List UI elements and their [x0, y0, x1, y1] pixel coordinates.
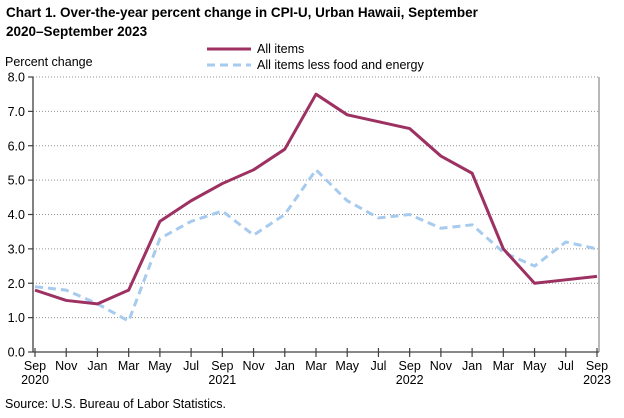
x-tick-label: Sep	[586, 359, 608, 373]
x-tick-label: Sep	[399, 359, 421, 373]
x-year-label: 2020	[21, 373, 49, 387]
y-tick-label: 5.0	[8, 174, 25, 188]
x-tick-label: Jul	[558, 359, 574, 373]
solid-line-swatch-icon	[207, 47, 251, 51]
x-tick-label: Jan	[275, 359, 295, 373]
x-tick-label: Nov	[55, 359, 78, 373]
legend-item-all-items: All items	[205, 41, 424, 57]
x-tick-label: Nov	[430, 359, 453, 373]
y-tick-label: 0.0	[8, 346, 25, 360]
x-tick-label: May	[335, 359, 359, 373]
chart-title-line2: 2020–September 2023	[6, 23, 148, 39]
y-tick-label: 7.0	[8, 105, 25, 119]
x-tick-label: May	[148, 359, 172, 373]
chart-title: Chart 1. Over-the-year percent change in…	[6, 4, 618, 42]
all-items-line	[34, 92, 598, 306]
x-year-label: 2021	[208, 373, 236, 387]
legend-label-all-items: All items	[257, 42, 305, 56]
legend: All items All items less food and energy	[205, 41, 424, 73]
x-year-label: 2022	[396, 373, 424, 387]
y-tick-label: 3.0	[8, 242, 25, 256]
y-tick-label: 6.0	[8, 139, 25, 153]
x-tick-label: May	[523, 359, 547, 373]
y-tick-label: 4.0	[8, 208, 25, 222]
x-tick-label: Mar	[305, 359, 327, 373]
x-tick-label: Jul	[183, 359, 199, 373]
legend-label-core: All items less food and energy	[257, 58, 424, 72]
x-tick-label: Jul	[370, 359, 386, 373]
x-tick-label: Mar	[493, 359, 515, 373]
x-tick-label: Sep	[211, 359, 233, 373]
y-tick-label: 8.0	[8, 71, 25, 85]
core-line	[34, 168, 598, 323]
x-tick-label: Mar	[118, 359, 140, 373]
source-note: Source: U.S. Bureau of Labor Statistics.	[5, 397, 226, 411]
x-year-label: 2023	[583, 373, 611, 387]
y-tick-label: 1.0	[8, 311, 25, 325]
x-tick-label: Nov	[242, 359, 265, 373]
x-tick-label: Jan	[87, 359, 107, 373]
y-tick-label: 2.0	[8, 277, 25, 291]
x-tick-label: Jan	[462, 359, 482, 373]
y-axis-title: Percent change	[5, 55, 93, 69]
dashed-line-swatch-icon	[207, 63, 251, 67]
legend-item-core: All items less food and energy	[205, 57, 424, 73]
chart-title-line1: Chart 1. Over-the-year percent change in…	[6, 5, 478, 20]
x-tick-label: Sep	[24, 359, 46, 373]
